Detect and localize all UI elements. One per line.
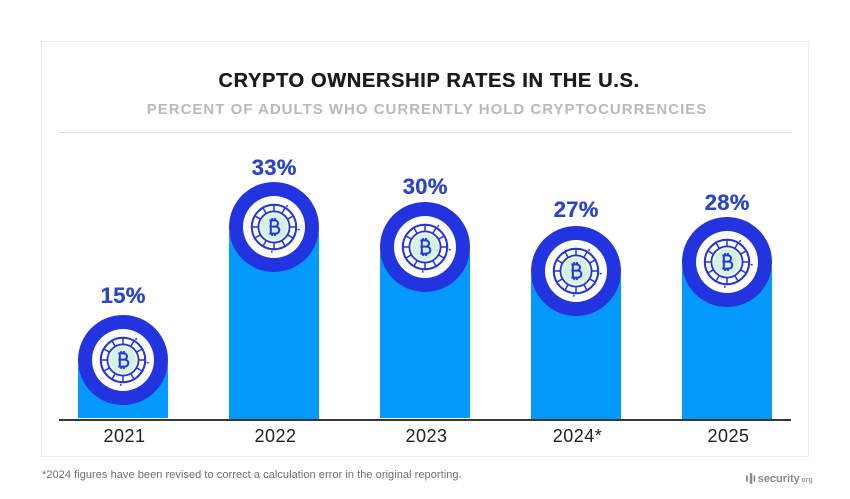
svg-text:org: org — [801, 477, 812, 484]
svg-text:security: security — [758, 473, 801, 485]
